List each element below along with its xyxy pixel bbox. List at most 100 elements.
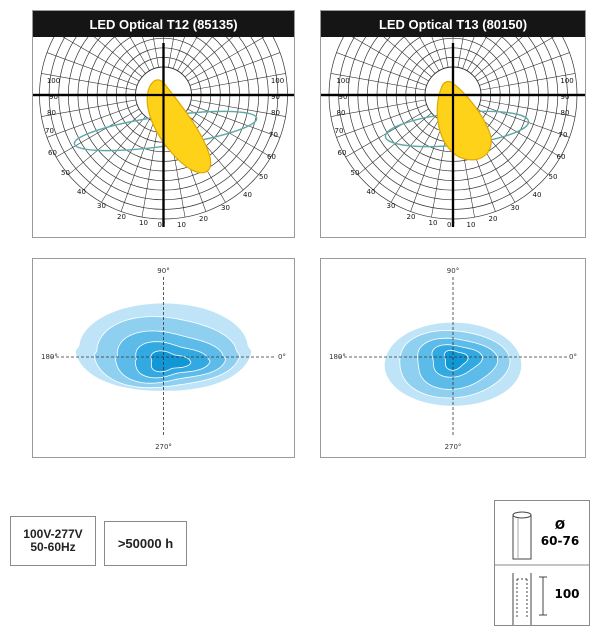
lifetime-label: >50000 h	[117, 536, 174, 551]
polar-degree-label: 50	[259, 173, 268, 181]
polar-degree-label: 0°	[158, 221, 166, 229]
polar-degree-label: 20	[117, 213, 126, 221]
pole-icon	[512, 511, 532, 560]
polar-degree-label: 40	[533, 191, 542, 199]
polar-degree-label: 90	[561, 93, 570, 101]
polar-spoke	[177, 37, 198, 71]
panel-title-t12: LED Optical T12 (85135)	[33, 11, 294, 37]
polar-spoke	[351, 37, 429, 82]
polar-spoke	[480, 99, 576, 117]
polar-degree-label: 70	[335, 127, 344, 135]
polar-spoke	[114, 37, 146, 74]
isolux-diagram-t13: 90° 180° 0° 270°	[329, 267, 577, 451]
polar-spoke	[152, 37, 159, 68]
polar-spoke	[41, 99, 136, 117]
polar-spoke	[191, 73, 286, 91]
polar-spoke	[55, 108, 140, 158]
polar-degree-label: 70	[269, 131, 278, 139]
diameter-symbol: Ø	[555, 518, 565, 532]
isolux-label-270: 270°	[155, 443, 172, 451]
polar-degree-label: 80	[561, 109, 570, 117]
polar-degree-label: 60	[557, 153, 566, 161]
voltage-range-label: 100V-277V	[23, 527, 83, 541]
polar-spoke	[181, 37, 213, 74]
polar-spoke	[93, 37, 143, 78]
polar-degree-label: 60	[338, 149, 347, 157]
polar-degree-label: 80	[337, 109, 346, 117]
polar-panel-t13: LED Optical T13 (80150) 100 90 80 70 60 50 40 3…	[320, 10, 586, 238]
polar-spoke	[410, 121, 444, 212]
polar-spoke	[383, 37, 432, 78]
polar-spoke	[68, 112, 143, 175]
polar-degree-label: 100	[560, 77, 573, 85]
longitudinal-plane-curve	[436, 80, 492, 161]
light-distribution-curve	[384, 80, 530, 161]
polar-degree-label: 100	[271, 77, 284, 85]
frequency-label: 50-60Hz	[30, 540, 76, 554]
insertion-depth-label: 100	[554, 587, 579, 601]
polar-degree-label: 70	[559, 131, 568, 139]
polar-spoke	[168, 37, 175, 68]
polar-degree-label: 50	[549, 173, 558, 181]
isolux-label-0: 0°	[569, 353, 577, 361]
polar-degree-label: 90	[339, 93, 348, 101]
polar-degree-label: 50	[351, 169, 360, 177]
polar-degree-label: 20	[407, 213, 416, 221]
isolux-label-90: 90°	[447, 267, 459, 275]
polar-spoke	[431, 37, 444, 69]
polar-degree-label: 0°	[447, 221, 455, 229]
isolux-panel-t12: 90° 180° 0° 270°	[32, 258, 295, 458]
polar-spoke	[457, 37, 464, 68]
polar-degree-label: 30	[511, 204, 520, 212]
lifetime-spec-box: >50000 h	[104, 521, 187, 566]
isolux-label-90: 90°	[157, 267, 169, 275]
polar-degree-label: 60	[48, 149, 57, 157]
polar-degree-label: 70	[45, 127, 54, 135]
polar-spoke	[403, 37, 436, 74]
polar-spoke	[479, 104, 570, 138]
polar-degree-label: 30	[387, 202, 396, 210]
isolux-label-270: 270°	[445, 443, 462, 451]
polar-spoke	[479, 52, 570, 86]
polar-spoke	[474, 112, 549, 175]
pole-insertion-icon	[512, 573, 547, 625]
polar-spoke	[373, 116, 436, 191]
polar-spoke	[184, 37, 234, 78]
polar-spoke	[462, 37, 475, 69]
polar-degree-label: 80	[271, 109, 280, 117]
pole-fitting-box: Ø 60-76 100	[494, 500, 590, 626]
polar-degree-label: 10	[139, 219, 148, 227]
isolux-contour	[150, 350, 192, 373]
polar-spoke	[474, 37, 523, 78]
polar-spoke	[191, 99, 286, 117]
isolux-label-180: 180°	[41, 353, 58, 361]
polar-degree-label: 90	[271, 93, 280, 101]
polar-degree-label: 40	[77, 188, 86, 196]
polar-spoke	[62, 37, 140, 82]
polar-degree-label: 20	[489, 215, 498, 223]
polar-spoke	[466, 37, 487, 71]
polar-degree-label: 10	[429, 219, 438, 227]
polar-spoke	[184, 112, 259, 175]
polar-spoke	[120, 121, 155, 212]
polar-spoke	[129, 37, 150, 71]
polar-spoke	[480, 73, 576, 91]
polar-spoke	[101, 119, 150, 203]
polar-spoke	[46, 52, 138, 86]
polar-degree-label: 30	[97, 202, 106, 210]
voltage-spec-box: 100V-277V 50-60Hz	[10, 516, 96, 566]
diameter-range-label: 60-76	[541, 534, 579, 548]
polar-spoke	[336, 104, 427, 138]
polar-degree-label: 30	[221, 204, 230, 212]
isolux-diagram-t12: 90° 180° 0° 270°	[41, 267, 286, 451]
isolux-panel-t13: 90° 180° 0° 270°	[320, 258, 586, 458]
polar-degree-label: 10	[467, 221, 476, 229]
polar-degree-label: 100	[336, 77, 349, 85]
polar-spoke	[442, 37, 449, 68]
polar-spoke	[390, 119, 440, 203]
polar-spoke	[477, 108, 561, 158]
isolux-label-180: 180°	[329, 353, 346, 361]
polar-panel-t12: LED Optical T12 (85135) 100 90 80 70 60 50 40 3…	[32, 10, 295, 238]
polar-spoke	[189, 104, 281, 138]
polar-degree-label: 10	[177, 221, 186, 229]
